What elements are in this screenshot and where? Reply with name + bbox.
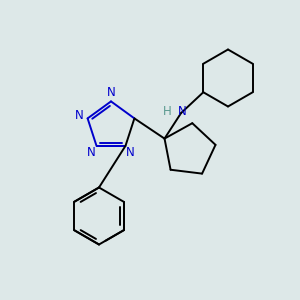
- Text: N: N: [178, 105, 187, 119]
- Text: N: N: [126, 146, 135, 159]
- Text: N: N: [75, 109, 84, 122]
- Text: N: N: [106, 86, 116, 100]
- Text: H: H: [163, 105, 172, 119]
- Text: N: N: [87, 146, 96, 159]
